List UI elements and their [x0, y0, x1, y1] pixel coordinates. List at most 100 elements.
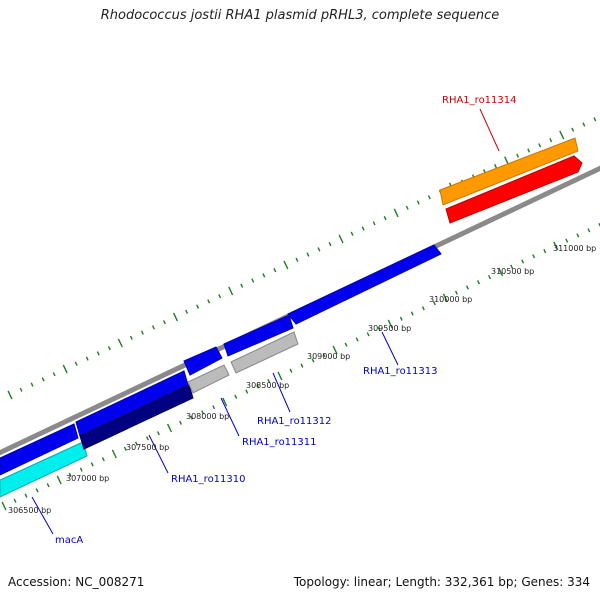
tick-mark — [355, 337, 359, 342]
gene-bar-grey-2[interactable] — [230, 331, 299, 374]
tick-mark — [442, 293, 448, 303]
tick-mark — [350, 231, 354, 236]
tick-mark — [283, 260, 289, 270]
tick-mark — [190, 415, 194, 420]
tick-mark — [366, 332, 370, 337]
tick-mark — [41, 377, 45, 382]
tick-mark — [532, 254, 536, 259]
tick-mark — [222, 397, 228, 407]
gene-labels: RHA1_ro11314 RHA1_ro11313 RHA1_ro11312 R… — [55, 95, 517, 546]
forward-strand-features — [0, 137, 583, 476]
accession-text: Accession: NC_008271 — [8, 575, 145, 589]
tick-mark — [185, 309, 189, 314]
gene-label-ro11311[interactable]: RHA1_ro11311 — [242, 437, 317, 448]
tick-mark — [111, 449, 117, 459]
tick-mark — [311, 358, 315, 363]
bp-label: 306500 bp — [8, 506, 51, 515]
tick-mark — [212, 405, 216, 410]
tick-mark — [410, 311, 414, 316]
tick-mark — [383, 216, 387, 221]
tick-mark — [251, 278, 255, 283]
tick-mark — [267, 379, 271, 384]
gene-label-ro11312[interactable]: RHA1_ro11312 — [257, 416, 332, 427]
tick-mark — [228, 286, 234, 296]
tick-mark — [553, 241, 559, 251]
gene-bar-cyan[interactable] — [0, 441, 88, 498]
tick-mark — [1, 501, 7, 511]
tick-mark — [172, 312, 179, 322]
gene-bar-blue-3[interactable] — [183, 346, 223, 376]
tick-mark — [35, 488, 39, 493]
bp-label: 309500 bp — [368, 324, 411, 333]
gene-bar-navy[interactable] — [79, 384, 194, 450]
tick-mark — [79, 467, 83, 472]
upper-tick-row — [7, 117, 597, 400]
gene-bar-orange[interactable] — [439, 137, 579, 206]
tick-mark — [117, 338, 123, 348]
tick-mark — [516, 153, 520, 158]
bp-label: 308000 bp — [186, 412, 229, 421]
tick-mark — [201, 410, 205, 415]
gene-label-maca[interactable]: macA — [55, 535, 83, 546]
tick-mark — [306, 252, 310, 257]
tick-mark — [332, 345, 338, 355]
tick-mark — [179, 420, 183, 425]
tick-mark — [421, 306, 425, 311]
tick-mark — [68, 472, 72, 477]
tick-mark — [510, 264, 514, 269]
gene-label-ro11310[interactable]: RHA1_ro11310 — [171, 474, 246, 485]
tick-mark — [56, 475, 62, 485]
bp-label: 308500 bp — [246, 381, 289, 390]
tick-mark — [74, 361, 78, 366]
label-leader-lines — [31, 108, 500, 535]
tick-mark — [151, 325, 155, 330]
tick-mark — [90, 462, 94, 467]
tick-mark — [565, 238, 569, 243]
tick-mark — [498, 267, 504, 277]
tick-mark — [427, 195, 431, 200]
tick-mark — [387, 319, 393, 329]
gene-bar-blue-5[interactable] — [287, 244, 442, 325]
tick-mark — [361, 226, 365, 231]
tick-mark — [317, 247, 321, 252]
tick-mark — [587, 228, 591, 233]
tick-mark — [277, 371, 283, 381]
tick-mark — [96, 351, 100, 356]
gene-bar-red[interactable] — [445, 155, 583, 224]
lower-tick-row — [1, 223, 600, 511]
tick-mark — [559, 130, 565, 140]
tick-mark — [107, 346, 111, 351]
tick-mark — [328, 242, 332, 247]
tick-mark — [571, 127, 575, 132]
tick-mark — [322, 353, 326, 358]
tick-mark — [273, 268, 277, 273]
tick-mark — [62, 364, 68, 374]
tick-mark — [240, 283, 244, 288]
tick-mark — [256, 384, 260, 389]
tick-mark — [527, 148, 531, 153]
tick-mark — [538, 143, 542, 148]
tick-mark — [300, 363, 304, 368]
tick-mark — [338, 234, 344, 244]
tick-mark — [289, 368, 293, 373]
tick-mark — [145, 436, 149, 441]
gene-label-ro11313[interactable]: RHA1_ro11313 — [363, 366, 438, 377]
bp-label: 310000 bp — [429, 295, 472, 304]
tick-mark — [134, 441, 138, 446]
tick-mark — [465, 285, 469, 290]
gene-bar-blue-4[interactable] — [223, 314, 294, 357]
tick-mark — [344, 342, 348, 347]
tick-mark — [245, 389, 249, 394]
tick-mark — [372, 221, 376, 226]
tick-mark — [13, 498, 17, 503]
tick-mark — [494, 164, 498, 169]
gene-bar-blue-1[interactable] — [0, 423, 79, 476]
map-title: Rhodococcus jostii RHA1 plasmid pRHL3, c… — [100, 8, 500, 23]
tick-mark — [476, 280, 481, 285]
bp-coordinate-labels: 306500 bp 307000 bp 307500 bp 308000 bp … — [8, 244, 596, 515]
gene-bar-grey-1[interactable] — [187, 364, 230, 394]
gene-label-ro11314[interactable]: RHA1_ro11314 — [442, 95, 517, 106]
tick-mark — [196, 304, 200, 309]
tick-mark — [521, 259, 525, 264]
